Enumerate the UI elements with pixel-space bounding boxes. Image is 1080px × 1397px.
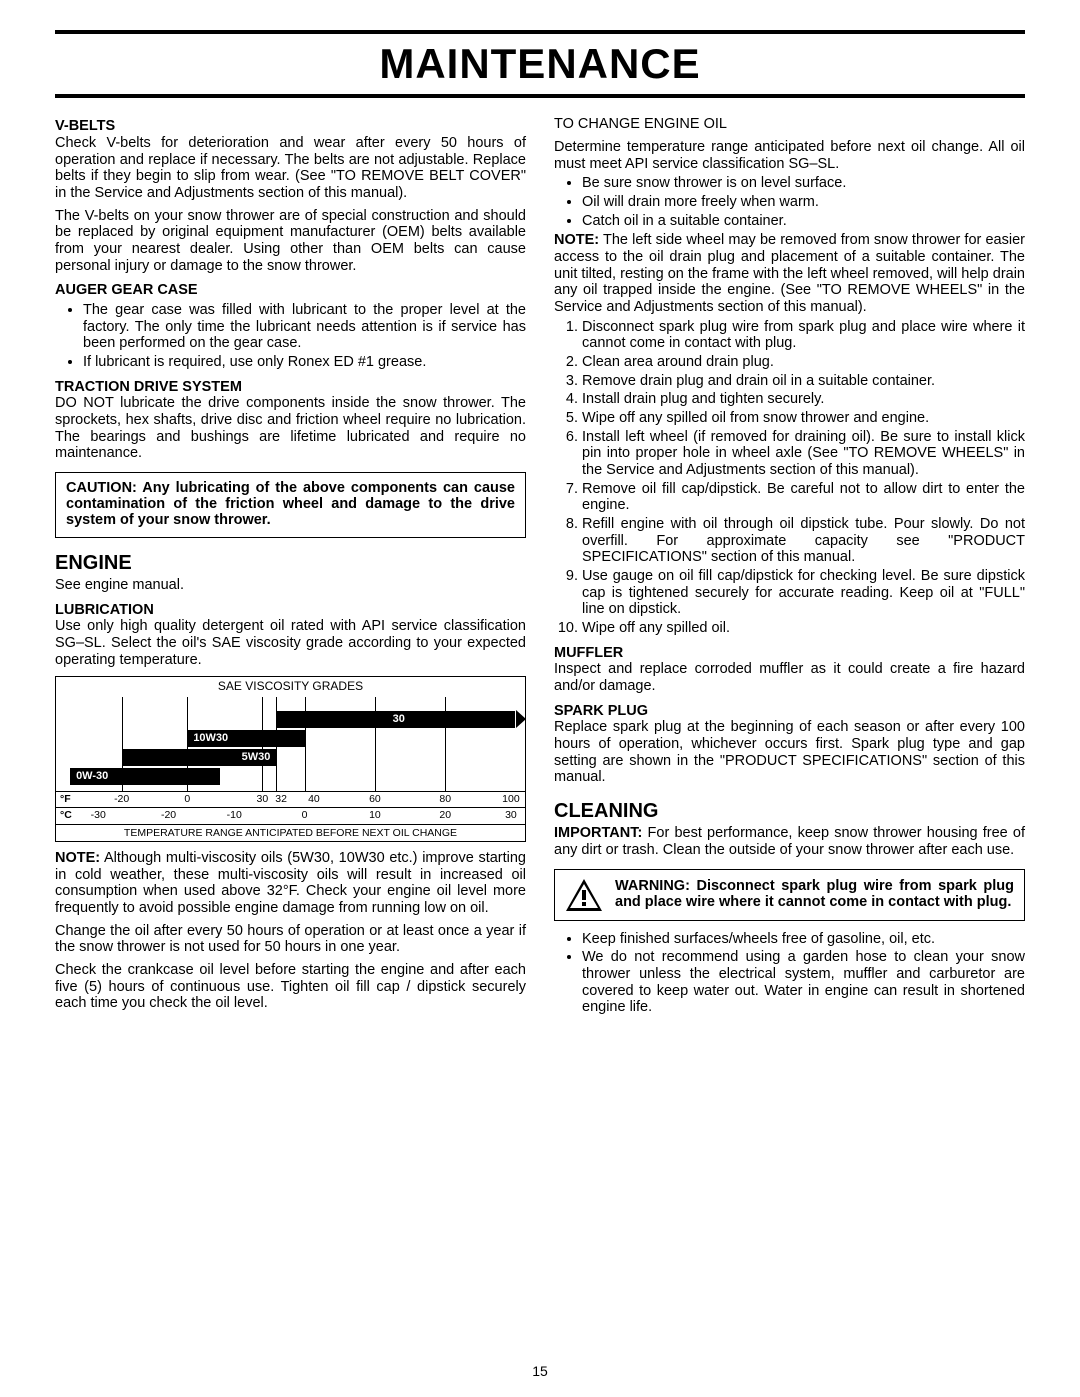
warning-icon [565, 878, 603, 912]
right-column: TO CHANGE ENGINE OIL Determine temperatu… [554, 116, 1025, 1019]
traction-head: TRACTION DRIVE SYSTEM [55, 379, 526, 396]
muffler-head: MUFFLER [554, 645, 1025, 662]
traction-p1: DO NOT lubricate the drive components in… [55, 395, 526, 462]
pre-b2: Oil will drain more freely when warm. [582, 194, 1025, 211]
vbelts-p1: Check V-belts for deterioration and wear… [55, 135, 526, 202]
step-7: Remove oil fill cap/dipstick. Be careful… [582, 481, 1025, 514]
f-scale: °F -20 0 30 32 40 60 80 100 [56, 792, 525, 808]
warning-box: WARNING: Disconnect spark plug wire from… [554, 869, 1025, 921]
right-note: NOTE: The left side wheel may be removed… [554, 232, 1025, 315]
step-2: Clean area around drain plug. [582, 354, 1025, 371]
pre-b1: Be sure snow thrower is on level surface… [582, 175, 1025, 192]
lub-head: LUBRICATION [55, 602, 526, 619]
engine-p3: Check the crankcase oil level before sta… [55, 962, 526, 1012]
viscosity-chart: SAE VISCOSITY GRADES 30 10W30 5W30 0W-30… [55, 676, 526, 842]
page-title: MAINTENANCE [55, 30, 1025, 98]
engine-p2: Change the oil after every 50 hours of o… [55, 923, 526, 956]
auger-list: The gear case was filled with lubricant … [55, 302, 526, 371]
auger-head: AUGER GEAR CASE [55, 282, 526, 299]
cleaning-imp: IMPORTANT: For best performance, keep sn… [554, 825, 1025, 858]
step-10: Wipe off any spilled oil. [582, 620, 1025, 637]
step-1: Disconnect spark plug wire from spark pl… [582, 319, 1025, 352]
step-5: Wipe off any spilled oil from snow throw… [582, 410, 1025, 427]
spark-p: Replace spark plug at the beginning of e… [554, 719, 1025, 786]
steps-list: Disconnect spark plug wire from spark pl… [554, 319, 1025, 637]
bar-0w30: 0W-30 [70, 768, 220, 785]
step-6: Install left wheel (if removed for drain… [582, 429, 1025, 479]
pre-list: Be sure snow thrower is on level surface… [554, 175, 1025, 229]
chart-body: 30 10W30 5W30 0W-30 [56, 697, 525, 792]
pre-b3: Catch oil in a suitable container. [582, 213, 1025, 230]
step-4: Install drain plug and tighten securely. [582, 391, 1025, 408]
change-p: Determine temperature range anticipated … [554, 139, 1025, 172]
note-p: NOTE: Although multi-viscosity oils (5W3… [55, 850, 526, 917]
step-3: Remove drain plug and drain oil in a sui… [582, 373, 1025, 390]
step-8: Refill engine with oil through oil dipst… [582, 516, 1025, 566]
content-columns: V-BELTS Check V-belts for deterioration … [55, 116, 1025, 1019]
auger-b1: The gear case was filled with lubricant … [83, 302, 526, 352]
bar-10w30: 10W30 [187, 730, 304, 747]
auger-b2: If lubricant is required, use only Ronex… [83, 354, 526, 371]
bar-30: 30 [276, 711, 515, 728]
page-number: 15 [0, 1363, 1080, 1379]
cleaning-list: Keep finished surfaces/wheels free of ga… [554, 931, 1025, 1016]
spark-head: SPARK PLUG [554, 703, 1025, 720]
vbelts-p2: The V-belts on your snow thrower are of … [55, 208, 526, 275]
vbelts-head: V-BELTS [55, 118, 526, 135]
lub-p: Use only high quality detergent oil rate… [55, 618, 526, 668]
left-column: V-BELTS Check V-belts for deterioration … [55, 116, 526, 1019]
engine-head: ENGINE [55, 552, 526, 575]
warning-text: WARNING: Disconnect spark plug wire from… [615, 879, 1014, 911]
muffler-p: Inspect and replace corroded muffler as … [554, 661, 1025, 694]
change-head: TO CHANGE ENGINE OIL [554, 116, 1025, 133]
cleaning-b1: Keep finished surfaces/wheels free of ga… [582, 931, 1025, 948]
chart-title: SAE VISCOSITY GRADES [56, 677, 525, 697]
bar-5w30: 5W30 [122, 749, 277, 766]
engine-see: See engine manual. [55, 577, 526, 594]
cleaning-head: CLEANING [554, 800, 1025, 823]
c-scale: °C -30 -20 -10 0 10 20 30 [56, 808, 525, 824]
chart-caption: TEMPERATURE RANGE ANTICIPATED BEFORE NEX… [56, 824, 525, 841]
caution-box: CAUTION: Any lubricating of the above co… [55, 472, 526, 538]
step-9: Use gauge on oil fill cap/dipstick for c… [582, 568, 1025, 618]
cleaning-b2: We do not recommend using a garden hose … [582, 949, 1025, 1016]
